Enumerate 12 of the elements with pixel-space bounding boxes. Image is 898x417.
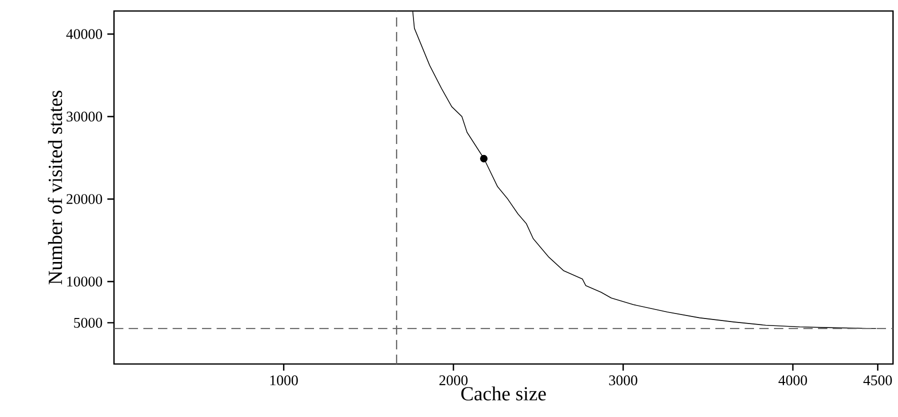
x-tick-label: 3000: [609, 375, 638, 386]
y-tick-label: 40000: [66, 29, 102, 40]
y-tick-label: 30000: [66, 112, 102, 122]
y-tick-label: 20000: [66, 194, 102, 204]
x-tick-label: 4500: [863, 375, 892, 386]
x-tick-label: 2000: [439, 375, 468, 386]
y-tick-label: 5000: [74, 318, 102, 328]
y-axis-title: Number of visited states: [48, 90, 62, 284]
x-tick-label: 1000: [270, 375, 298, 386]
y-tick-label: 10000: [67, 276, 102, 286]
x-tick-label: 4000: [778, 375, 807, 386]
x-axis-title: Cache size: [461, 386, 546, 400]
